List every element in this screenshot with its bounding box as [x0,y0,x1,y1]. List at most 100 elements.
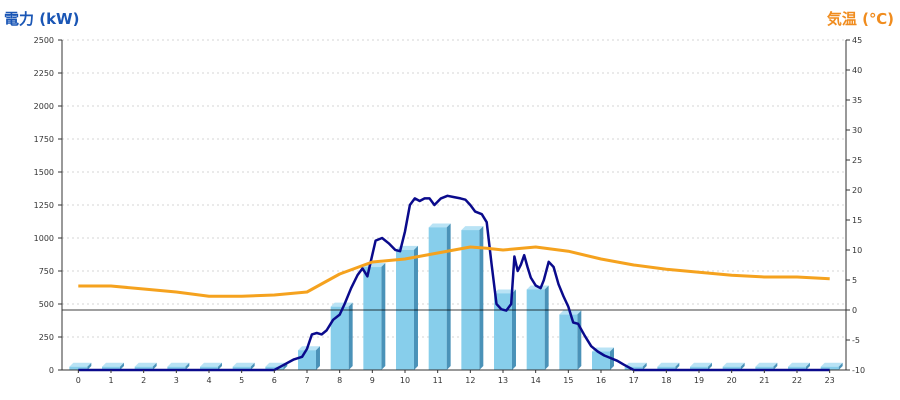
y-left-tick-label: 500 [39,300,54,309]
y-left-tick-label: 0 [49,366,54,375]
bar-top [428,223,451,228]
x-tick-label: 9 [370,376,375,385]
x-tick-label: 23 [825,376,835,385]
bar-front [820,366,839,370]
power-line [78,194,830,372]
bar [820,362,843,370]
x-tick-label: 7 [304,376,309,385]
bar-side [805,362,810,370]
bar [167,362,190,370]
y-right-tick-label: 10 [852,246,862,255]
bar-front [494,293,512,370]
bar-top [624,362,647,367]
bar-front [559,314,578,370]
y-right-tick-label: -10 [852,366,865,375]
bar-front [363,267,382,370]
bar-top [69,362,92,367]
bar [134,362,157,370]
bar [788,362,810,370]
bar-top [330,302,353,307]
bar [232,362,255,370]
bar-side [675,362,680,370]
x-tick-label: 6 [272,376,277,385]
bar-series [69,223,843,370]
bar-front [102,366,120,370]
bar-side [707,362,712,370]
bar-side [577,310,582,370]
x-tick-label: 21 [759,376,769,385]
bar-top [820,362,843,367]
bar-front [265,366,284,370]
bar-front [200,366,218,370]
x-ticks: 0 1 2 3 4 5 6 7 8 9 10 11 12 13 14 15 16 17 18 19 20 21 22 23 [76,370,835,385]
y-right-tick-label: 0 [852,306,857,315]
y-left-tick-label: 1750 [34,135,54,144]
x-tick-label: 2 [141,376,146,385]
y-right-title: 気温 (℃) [827,10,894,28]
bar [363,263,386,370]
y-right-tick-label: 45 [852,36,862,45]
bar-side [152,362,157,370]
y-left-ticks: 0 250 500 750 1000 1250 1500 1750 2000 2250 2500 [34,36,62,375]
bar [102,362,124,370]
bar-side [250,362,255,370]
bar-side [87,362,92,370]
y-right-tick-label: 30 [852,126,862,135]
bar-side [479,226,484,370]
x-tick-label: 8 [337,376,342,385]
y-left-tick-label: 1250 [34,201,54,210]
bar [526,285,549,370]
bar-top [167,362,190,367]
bar-front [624,366,643,370]
bar-front [690,366,708,370]
bar-front [69,366,88,370]
bar-top [298,346,320,351]
bar-top [657,362,680,367]
bar-top [788,362,810,367]
y-left-tick-label: 250 [39,333,54,342]
bar [396,245,418,370]
temperature-line [78,245,830,298]
bar [624,362,647,370]
y-right-tick-label: 5 [852,276,857,285]
bar-side [381,263,386,370]
x-tick-label: 1 [108,376,113,385]
y-right-tick-label: 20 [852,186,862,195]
bar-top [722,362,745,367]
y-left-title: 電力 (kW) [4,10,79,28]
grid [62,39,846,338]
bar [755,362,778,370]
y-right-tick-label: 25 [852,156,862,165]
x-tick-label: 0 [76,376,81,385]
bar-side [348,302,353,370]
x-tick-label: 20 [727,376,737,385]
bar-front [428,227,447,370]
bar-front [461,230,480,370]
bar-front [232,366,251,370]
bar [200,362,222,370]
bar-side [511,289,516,370]
y-left-tick-label: 1000 [34,234,54,243]
bar-front [134,366,153,370]
bar [461,226,484,370]
bar-side [413,245,418,370]
y-left-tick-label: 750 [39,267,54,276]
x-tick-label: 16 [596,376,606,385]
y-left-tick-label: 1500 [34,168,54,177]
bar-top [102,362,124,367]
bar-side [185,362,190,370]
y-right-tick-label: 35 [852,96,862,105]
y-right-tick-label: 15 [852,216,862,225]
y-right-tick-label: 40 [852,66,862,75]
bar-top [200,362,222,367]
bar-side [642,362,647,370]
x-tick-label: 11 [433,376,443,385]
x-tick-label: 4 [206,376,211,385]
bar-top [232,362,255,367]
x-tick-label: 19 [694,376,704,385]
bar-side [773,362,778,370]
x-tick-label: 12 [465,376,475,385]
y-left-tick-label: 2000 [34,102,54,111]
bar-top [494,289,516,294]
x-tick-label: 3 [174,376,179,385]
